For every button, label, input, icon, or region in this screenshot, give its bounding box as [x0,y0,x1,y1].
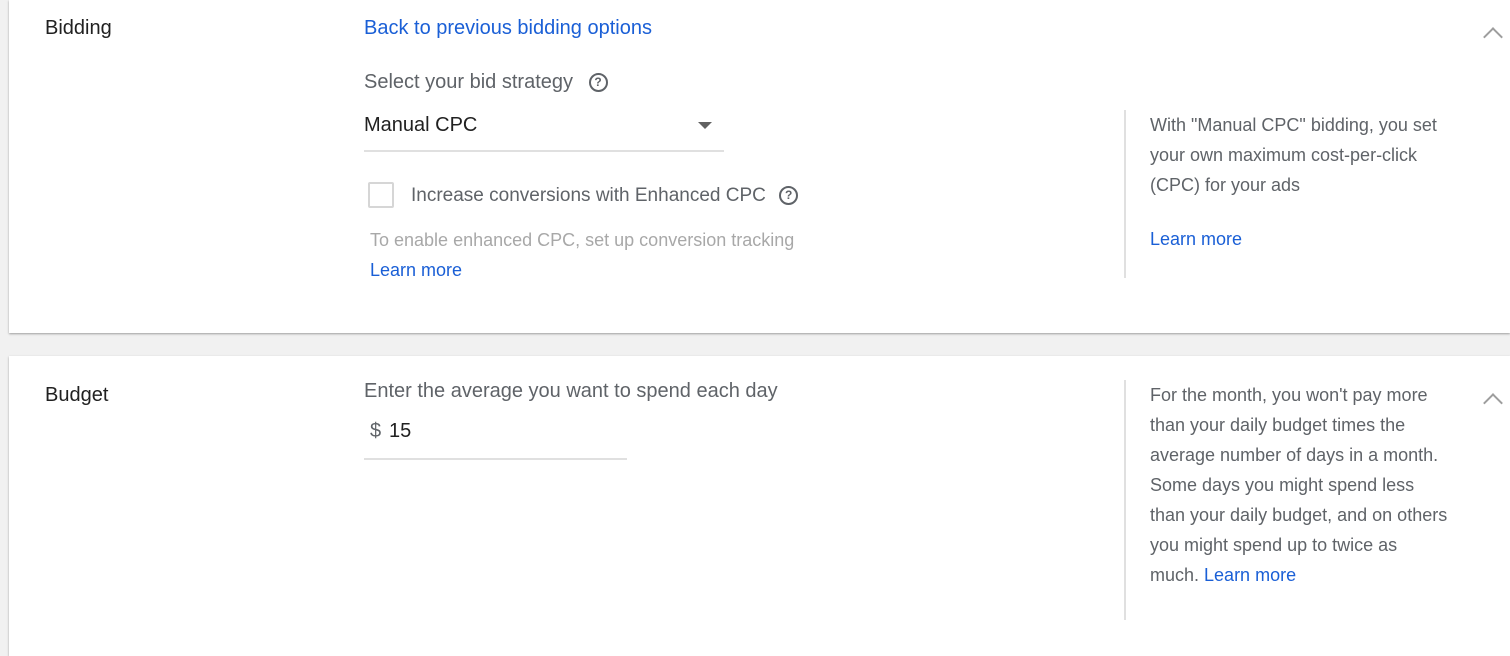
enhanced-cpc-checkbox[interactable] [368,182,394,208]
bidding-title: Bidding [45,17,112,39]
budget-help-panel: For the month, you won't pay more than y… [1124,380,1450,620]
help-icon[interactable]: ? [779,186,799,206]
bid-strategy-label: Select your bid strategy [364,71,573,93]
enhanced-cpc-note: To enable enhanced CPC, set up conversio… [370,230,795,250]
bidding-help-text: With "Manual CPC" bidding, you set your … [1150,115,1437,195]
budget-title: Budget [45,384,109,406]
bid-strategy-dropdown[interactable]: Manual CPC [364,108,724,152]
dropdown-arrow-icon [698,122,712,129]
daily-budget-input[interactable]: $ 15 [364,412,627,460]
budget-help-text: For the month, you won't pay more than y… [1150,385,1448,585]
learn-more-link[interactable]: Learn more [1150,229,1243,249]
budget-section: Budget Enter the average you want to spe… [9,356,1510,656]
collapse-chevron-icon[interactable] [1483,27,1503,47]
learn-more-link[interactable]: Learn more [370,260,463,280]
budget-value: 15 [389,420,412,442]
enhanced-cpc-label: Increase conversions with Enhanced CPC [411,185,766,206]
collapse-chevron-icon[interactable] [1483,393,1503,413]
bidding-help-panel: With "Manual CPC" bidding, you set your … [1124,110,1450,278]
budget-label: Enter the average you want to spend each… [364,380,778,402]
bidding-section: Bidding Back to previous bidding options… [9,0,1510,333]
currency-symbol: $ [370,420,382,442]
bid-strategy-value: Manual CPC [364,114,478,136]
help-icon[interactable]: ? [588,73,608,93]
back-to-bidding-options-link[interactable]: Back to previous bidding options [364,17,652,39]
learn-more-link[interactable]: Learn more [1204,565,1297,585]
